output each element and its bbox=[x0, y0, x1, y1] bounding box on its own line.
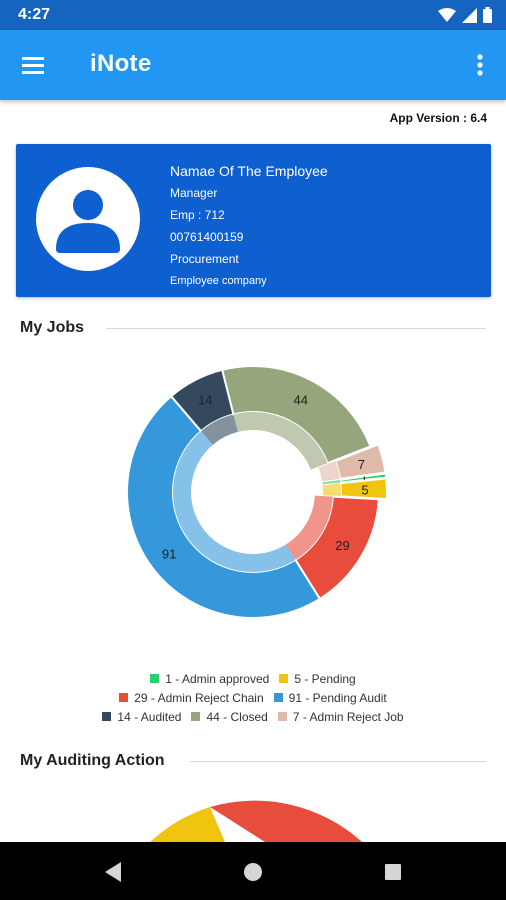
hamburger-menu-icon bbox=[22, 57, 44, 74]
more-vertical-icon bbox=[477, 54, 483, 76]
app-version: App Version : 6.4 bbox=[389, 111, 487, 125]
wifi-icon bbox=[438, 8, 456, 22]
donut-slice[interactable]: 44 bbox=[221, 365, 372, 470]
legend-label: 29 - Admin Reject Chain bbox=[134, 691, 264, 705]
legend-label: 7 - Admin Reject Job bbox=[292, 710, 404, 724]
legend-item[interactable]: 5 - Pending bbox=[279, 670, 356, 689]
legend-swatch bbox=[279, 674, 289, 684]
legend-swatch bbox=[191, 712, 201, 722]
my-auditing-action-title: My Auditing Action bbox=[20, 752, 165, 769]
person-icon bbox=[56, 190, 120, 253]
nav-home-button[interactable] bbox=[241, 860, 265, 884]
employee-department: Procurement bbox=[170, 252, 239, 266]
employee-name: Namae Of The Employee bbox=[170, 163, 328, 179]
donut-slice-inner[interactable] bbox=[285, 495, 333, 560]
avatar[interactable] bbox=[36, 167, 140, 271]
employee-role: Manager bbox=[170, 186, 218, 200]
donut-slice-inner[interactable] bbox=[322, 479, 341, 485]
donut-slice-inner[interactable] bbox=[318, 461, 340, 482]
donut-slice[interactable]: 7 bbox=[318, 443, 387, 482]
donut-slice[interactable]: 29 bbox=[285, 495, 380, 601]
system-nav-bar bbox=[0, 842, 506, 900]
legend-item[interactable]: 44 - Closed bbox=[191, 708, 268, 727]
legend-swatch bbox=[119, 693, 129, 703]
donut-slice-value-label: 7 bbox=[358, 457, 365, 472]
legend-item[interactable]: 14 - Audited bbox=[102, 708, 181, 727]
legend-swatch bbox=[150, 674, 160, 684]
legend-swatch bbox=[102, 712, 112, 722]
home-circle-icon bbox=[244, 863, 262, 881]
employee-company: Employee company bbox=[170, 275, 267, 287]
donut-slice-inner[interactable] bbox=[322, 483, 341, 497]
legend-row: 14 - Audited 44 - Closed 7 - Admin Reject … bbox=[0, 708, 506, 727]
donut-slice-inner[interactable] bbox=[172, 431, 296, 572]
nav-recents-button[interactable] bbox=[381, 860, 405, 884]
my-auditing-chart[interactable] bbox=[0, 790, 506, 842]
legend-row: 1 - Admin approved 5 - Pending bbox=[0, 670, 506, 689]
employee-profile-card[interactable]: Namae Of The Employee Manager Emp : 712 … bbox=[16, 144, 491, 297]
donut-center-hole bbox=[192, 431, 314, 553]
app-bar: iNote bbox=[0, 30, 506, 100]
employee-phone: 00761400159 bbox=[170, 230, 244, 244]
system-icons bbox=[438, 7, 492, 23]
donut-slice-value-label: 44 bbox=[294, 393, 308, 408]
my-jobs-legend: 1 - Admin approved 5 - Pending 29 - Admin … bbox=[0, 670, 506, 727]
employee-info: Namae Of The Employee Manager Emp : 712 … bbox=[170, 160, 328, 292]
my-jobs-title: My Jobs bbox=[20, 319, 85, 336]
nav-back-button[interactable] bbox=[101, 860, 125, 884]
my-auditing-divider bbox=[190, 761, 486, 762]
legend-swatch bbox=[277, 712, 287, 722]
donut-slice-value-label: 91 bbox=[162, 547, 176, 562]
my-jobs-donut-chart[interactable]: 15 29 91 14 44 7 bbox=[0, 350, 506, 650]
legend-label: 44 - Closed bbox=[206, 710, 268, 724]
donut-slice-value-label: 14 bbox=[198, 393, 212, 408]
donut-slice-inner[interactable] bbox=[201, 414, 238, 445]
donut-slice-value-label: 5 bbox=[361, 482, 368, 497]
recents-square-icon bbox=[385, 864, 401, 880]
legend-item[interactable]: 7 - Admin Reject Job bbox=[277, 708, 404, 727]
battery-icon bbox=[483, 7, 492, 23]
donut-slice-inner[interactable] bbox=[233, 412, 328, 470]
app-title: iNote bbox=[90, 50, 152, 77]
legend-label: 91 - Pending Audit bbox=[288, 691, 387, 705]
donut-slice-value-label: 1 bbox=[361, 471, 368, 486]
status-time: 4:27 bbox=[18, 6, 51, 23]
back-triangle-icon bbox=[105, 862, 121, 882]
legend-label: 14 - Audited bbox=[117, 710, 182, 724]
menu-button[interactable] bbox=[18, 51, 50, 79]
donut-slice-value-label: 29 bbox=[335, 538, 349, 553]
donut-slice[interactable]: 91 bbox=[126, 394, 322, 619]
legend-item[interactable]: 1 - Admin approved bbox=[150, 670, 269, 689]
legend-swatch bbox=[273, 693, 283, 703]
legend-item[interactable]: 91 - Pending Audit bbox=[273, 689, 387, 708]
legend-label: 5 - Pending bbox=[294, 672, 356, 686]
legend-row: 29 - Admin Reject Chain 91 - Pending Audi… bbox=[0, 689, 506, 708]
legend-label: 1 - Admin approved bbox=[165, 672, 270, 686]
employee-number: Emp : 712 bbox=[170, 208, 225, 222]
overflow-menu-button[interactable] bbox=[468, 50, 492, 80]
auditing-slice-red[interactable] bbox=[210, 800, 362, 842]
auditing-slice-yellow[interactable] bbox=[150, 807, 225, 842]
signal-icon bbox=[462, 7, 477, 23]
legend-item[interactable]: 29 - Admin Reject Chain bbox=[119, 689, 264, 708]
my-jobs-divider bbox=[106, 328, 486, 329]
status-bar: 4:27 bbox=[0, 0, 506, 30]
